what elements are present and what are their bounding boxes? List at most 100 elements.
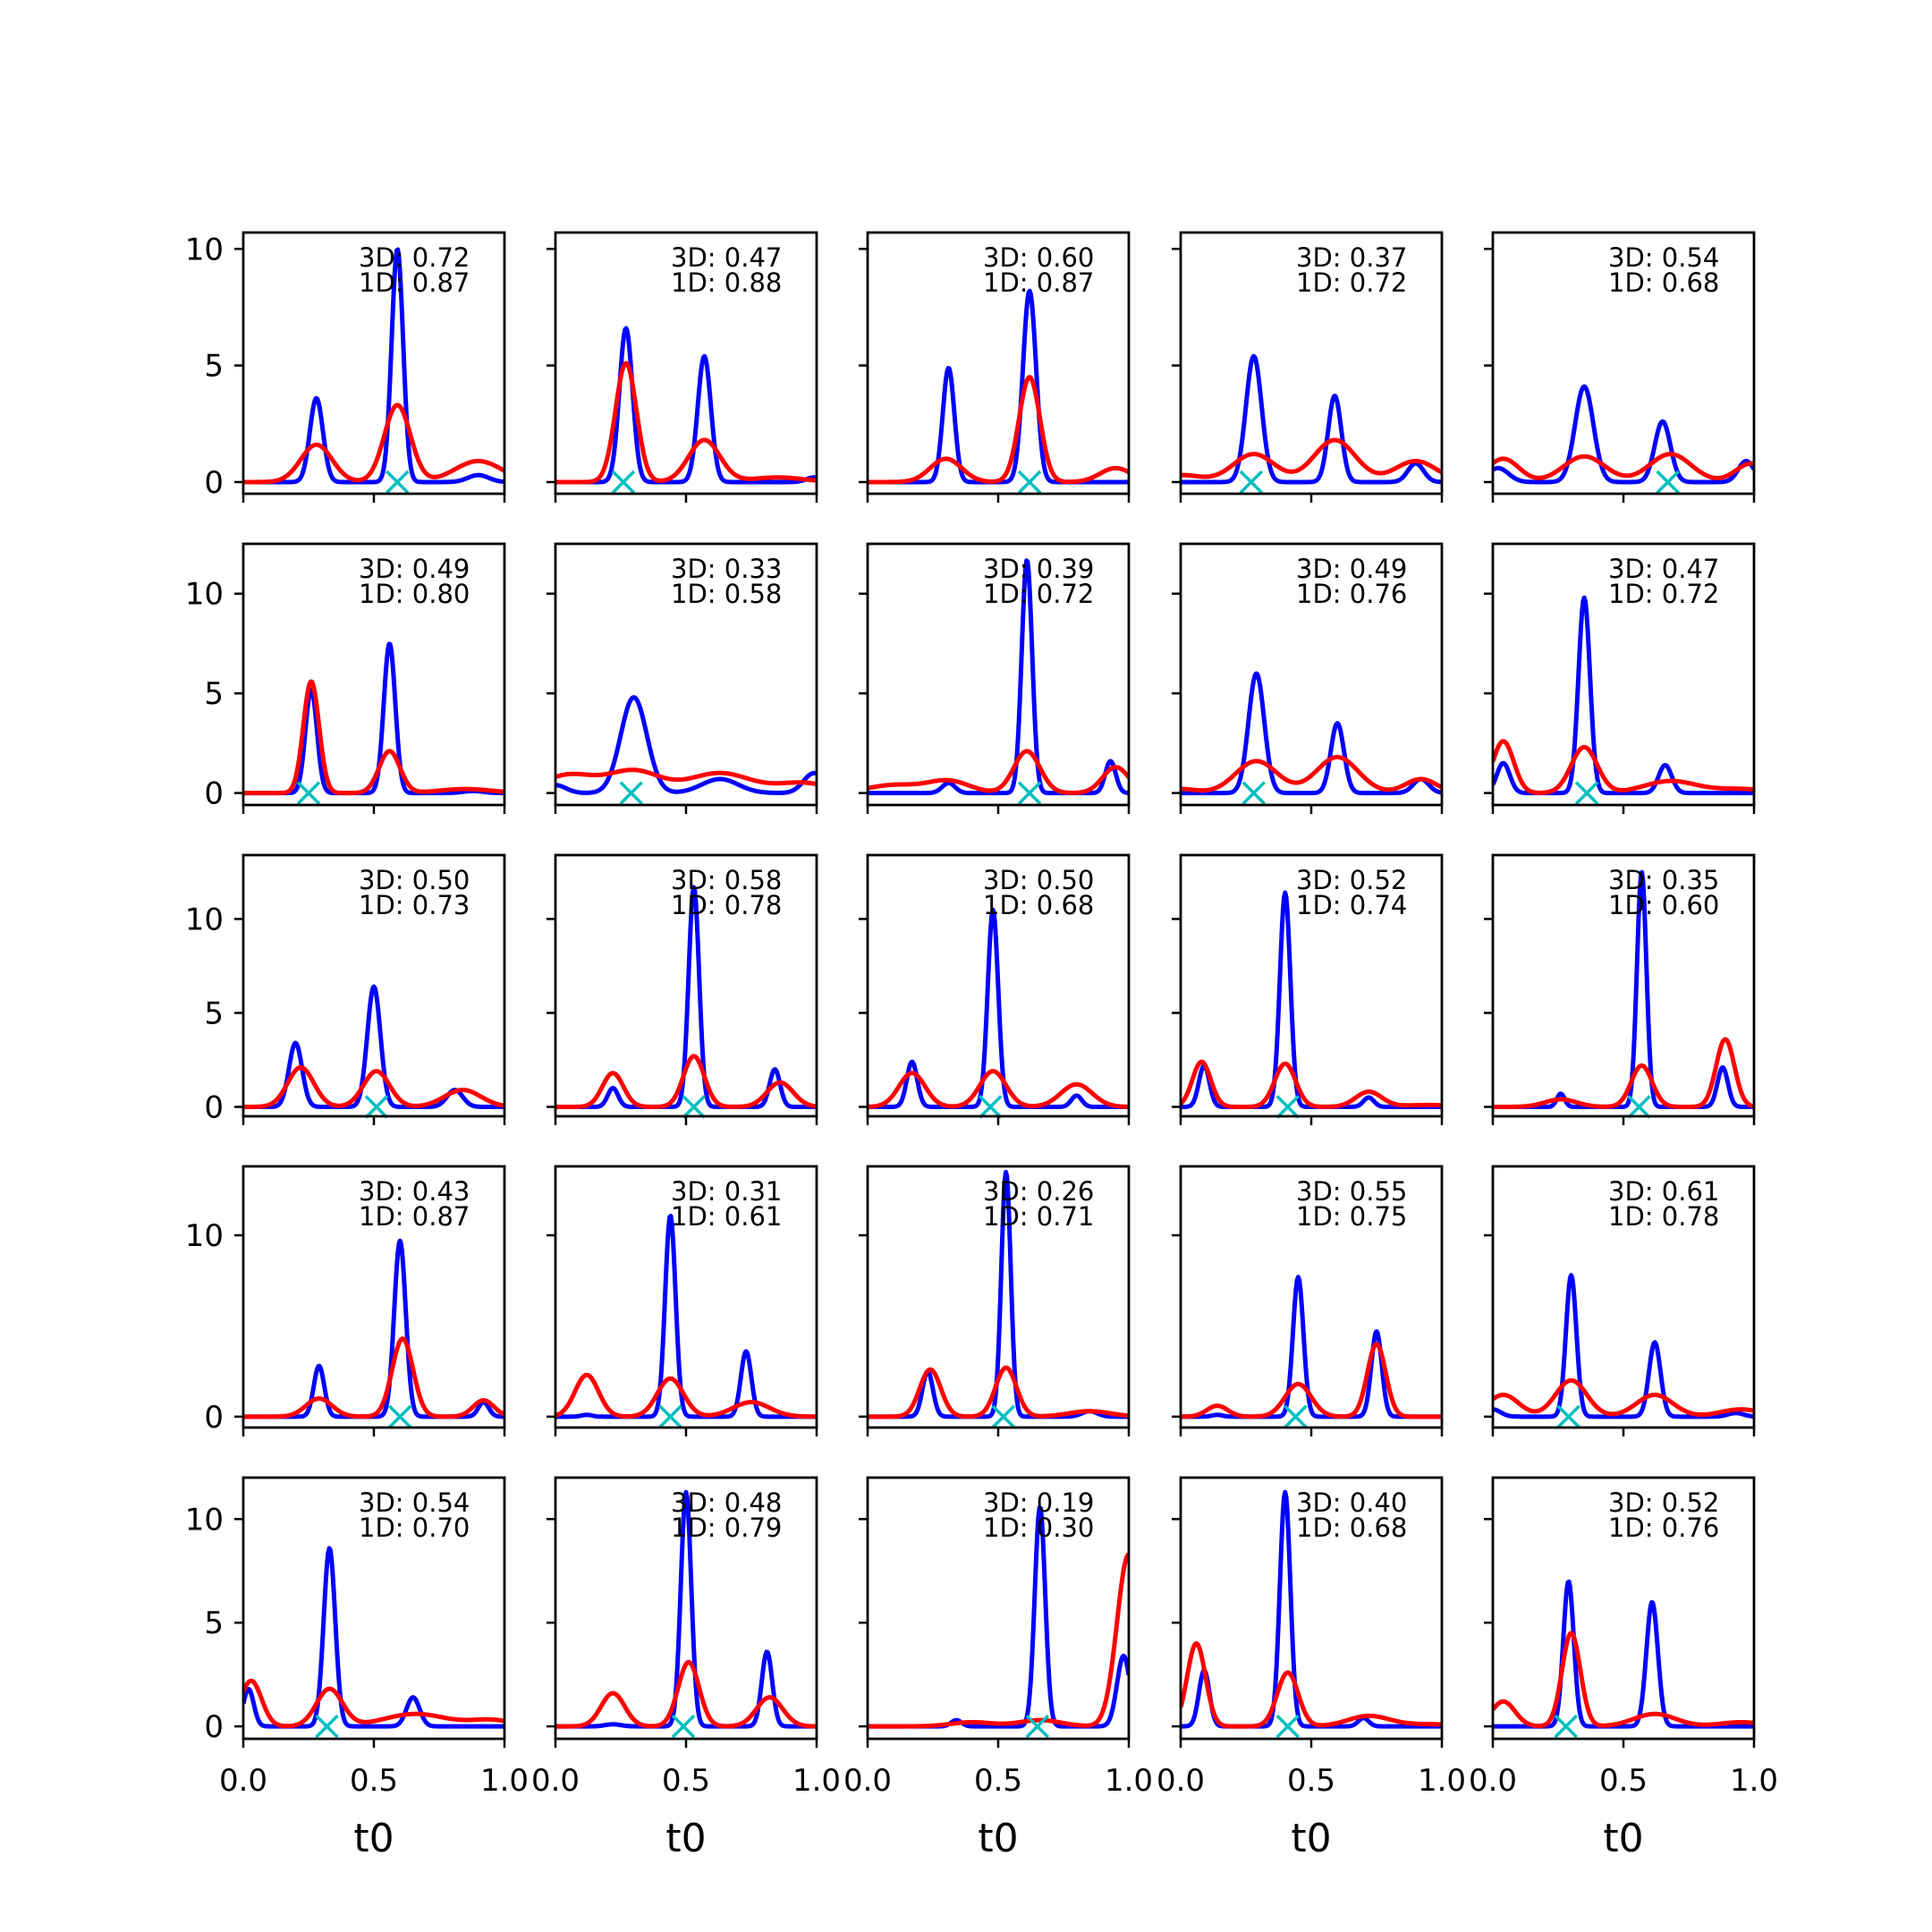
annotation-3d: 3D: 0.47 <box>1608 554 1719 584</box>
y-tick-label: 10 <box>185 1502 224 1538</box>
x-tick-label: 0.5 <box>662 1763 710 1799</box>
series-3d-line <box>243 247 504 485</box>
annotation-3d: 3D: 0.47 <box>671 242 782 273</box>
x-axis-title: t0 <box>1603 1816 1643 1861</box>
series-1d-line <box>243 1064 504 1109</box>
annotation-1d: 1D: 0.68 <box>1296 1513 1407 1543</box>
x-tick-label: 0.0 <box>531 1763 580 1799</box>
y-tick-label: 0 <box>204 465 224 501</box>
series-1d-line <box>1493 452 1754 480</box>
y-tick-label: 10 <box>185 1218 224 1254</box>
marker-x <box>387 1404 412 1429</box>
annotation-1d: 1D: 0.72 <box>1608 579 1719 609</box>
marker-x <box>1241 781 1266 805</box>
marker-x <box>1025 1714 1050 1739</box>
annotation-1d: 1D: 0.68 <box>1608 267 1719 298</box>
annotation-1d: 1D: 0.76 <box>1608 1513 1719 1543</box>
series-3d-line <box>1181 671 1442 796</box>
marker-x <box>991 1404 1016 1429</box>
annotation-1d: 1D: 0.75 <box>1296 1201 1407 1232</box>
x-tick-label: 1.0 <box>1105 1763 1153 1799</box>
marker-x <box>1284 1404 1308 1429</box>
series-1d-line <box>1493 1037 1754 1109</box>
annotation-1d: 1D: 0.70 <box>359 1513 470 1543</box>
marker-x <box>1554 1714 1578 1739</box>
annotation-3d: 3D: 0.26 <box>983 1176 1094 1207</box>
marker-x <box>671 1714 696 1739</box>
annotation-1d: 1D: 0.87 <box>359 267 470 298</box>
marker-x <box>1627 1095 1651 1119</box>
annotation-1d: 1D: 0.78 <box>671 890 782 920</box>
x-tick-label: 0.0 <box>219 1763 267 1799</box>
x-axis-title: t0 <box>353 1816 394 1861</box>
annotation-1d: 1D: 0.73 <box>359 890 470 920</box>
annotation-1d: 1D: 0.74 <box>1296 890 1407 920</box>
marker-x <box>1239 470 1264 495</box>
marker-x <box>296 781 321 805</box>
marker-x <box>658 1404 682 1429</box>
marker-x <box>1656 470 1680 495</box>
annotation-3d: 3D: 0.50 <box>359 865 470 895</box>
marker-x <box>611 470 636 495</box>
annotation-3d: 3D: 0.60 <box>983 242 1094 273</box>
x-tick-label: 0.5 <box>1599 1763 1648 1799</box>
series-1d-line <box>243 1336 504 1419</box>
series-1d-line <box>868 1552 1129 1729</box>
x-tick-label: 0.5 <box>974 1763 1022 1799</box>
x-axis-title: t0 <box>978 1816 1018 1861</box>
marker-x <box>1275 1714 1300 1739</box>
annotation-1d: 1D: 0.72 <box>1296 267 1407 298</box>
annotation-3d: 3D: 0.43 <box>359 1176 470 1207</box>
series-3d-line <box>1181 1275 1442 1419</box>
marker-x <box>386 470 410 495</box>
series-1d-line <box>243 679 504 796</box>
y-tick-label: 5 <box>204 676 224 712</box>
marker-x <box>682 1095 706 1119</box>
marker-x <box>979 1095 1003 1119</box>
annotation-1d: 1D: 0.88 <box>671 267 782 298</box>
marker-x <box>1574 781 1599 805</box>
series-1d-line <box>1493 1631 1754 1729</box>
annotation-3d: 3D: 0.55 <box>1296 1176 1407 1207</box>
series-3d-line <box>868 907 1129 1109</box>
series-1d-line <box>1493 1377 1754 1418</box>
annotation-1d: 1D: 0.71 <box>983 1201 1094 1232</box>
annotation-3d: 3D: 0.37 <box>1296 242 1407 273</box>
y-tick-label: 0 <box>204 1400 224 1436</box>
annotation-3d: 3D: 0.19 <box>983 1487 1094 1518</box>
annotation-1d: 1D: 0.76 <box>1296 579 1407 609</box>
annotation-1d: 1D: 0.78 <box>1608 1201 1719 1232</box>
series-3d-line <box>555 1489 817 1729</box>
annotation-3d: 3D: 0.52 <box>1608 1487 1719 1518</box>
series-3d-line <box>555 695 817 795</box>
series-1d-line <box>1493 739 1754 795</box>
annotation-3d: 3D: 0.35 <box>1608 865 1719 895</box>
annotation-1d: 1D: 0.80 <box>359 579 470 609</box>
annotation-1d: 1D: 0.72 <box>983 579 1094 609</box>
series-3d-line <box>555 326 817 485</box>
y-tick-label: 10 <box>185 902 224 937</box>
annotation-3d: 3D: 0.33 <box>671 554 782 584</box>
x-tick-label: 0.0 <box>1469 1763 1517 1799</box>
annotation-3d: 3D: 0.49 <box>359 554 470 584</box>
x-tick-label: 0.0 <box>843 1763 892 1799</box>
y-tick-label: 5 <box>204 1606 224 1641</box>
series-1d-line <box>555 1659 817 1729</box>
x-tick-label: 0.5 <box>350 1763 398 1799</box>
